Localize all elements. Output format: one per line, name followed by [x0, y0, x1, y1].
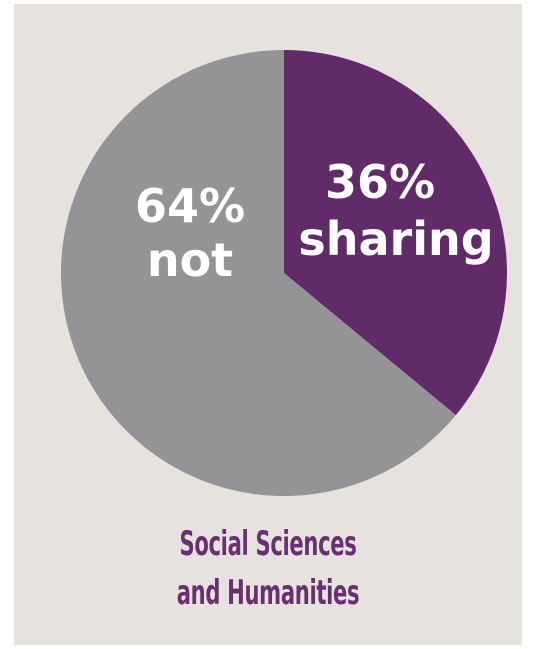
slice-label-not: not [147, 233, 233, 287]
slice-percent-not: 64% [135, 179, 245, 233]
slice-percent-sharing: 36% [325, 155, 435, 209]
pie-chart: 64% not 36% sharing [60, 50, 507, 496]
chart-caption-line-1: Social Sciences [179, 524, 357, 564]
pie-slice-sharing [284, 50, 507, 416]
pie-slice-not [60, 50, 456, 496]
slice-label-sharing: sharing [298, 212, 493, 266]
chart-caption-line-2: and Humanities [176, 573, 360, 613]
